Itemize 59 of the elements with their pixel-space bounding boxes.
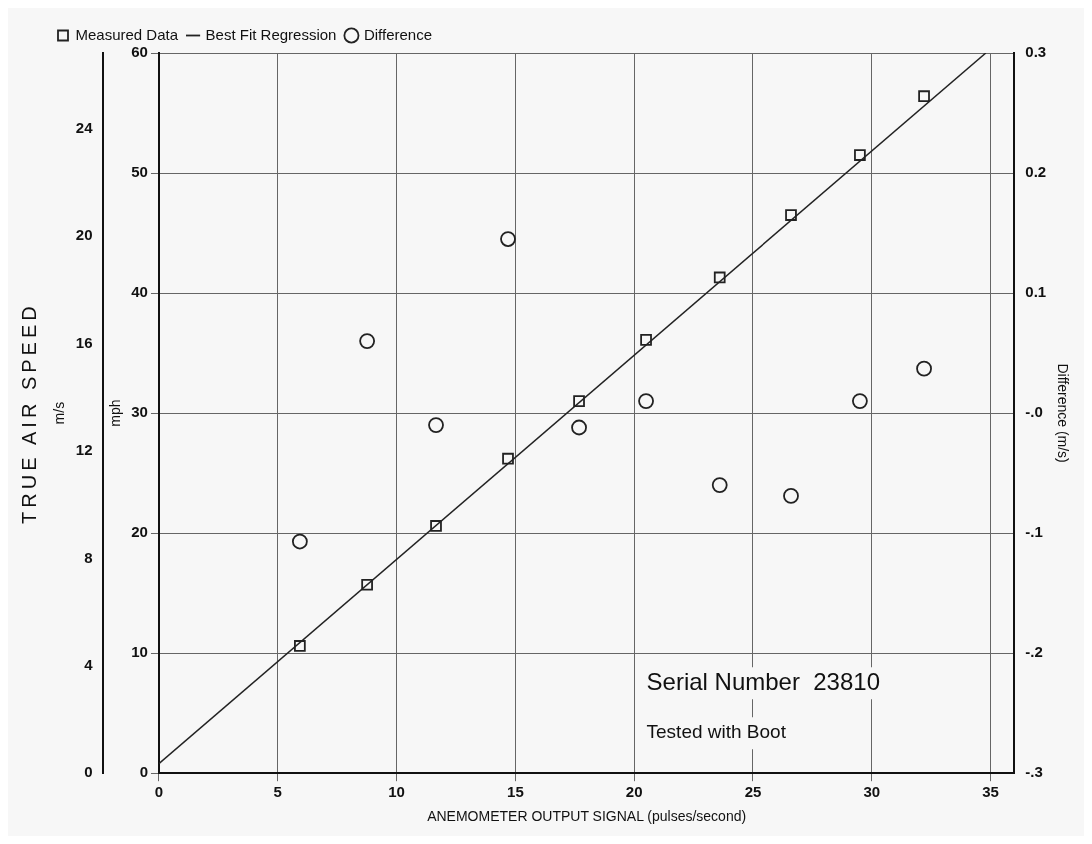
x-tick-label: 35 bbox=[982, 783, 999, 801]
point bbox=[361, 578, 373, 591]
annotation: Tested with Boot bbox=[646, 721, 787, 743]
y2-tick-label: 0.1 bbox=[1025, 283, 1047, 301]
x-tick-label: 15 bbox=[507, 783, 524, 801]
annotation: Serial Number 23810 bbox=[646, 667, 880, 695]
x-axis-title: ANEMOMETER OUTPUT SIGNAL (pulses/second) bbox=[427, 808, 747, 825]
point bbox=[916, 360, 932, 377]
y3-tick-label: 20 bbox=[75, 226, 93, 244]
point bbox=[785, 209, 797, 221]
legend-label: Best Fit Regression bbox=[205, 25, 337, 43]
point bbox=[640, 334, 652, 346]
point bbox=[502, 452, 514, 465]
y-tick-label: 40 bbox=[131, 283, 148, 301]
y3-tick-label: 24 bbox=[75, 118, 94, 136]
x-tick-label: 25 bbox=[744, 783, 762, 801]
y2-tick-label: -.1 bbox=[1025, 523, 1043, 541]
point bbox=[291, 533, 308, 550]
y-tick-label: 0 bbox=[139, 763, 148, 781]
point bbox=[359, 333, 376, 349]
legend-label: Measured Data bbox=[75, 25, 179, 43]
x-tick-label: 20 bbox=[625, 783, 643, 801]
point bbox=[430, 520, 442, 532]
point bbox=[783, 488, 799, 504]
y2-tick-label: -.3 bbox=[1025, 763, 1043, 781]
text: TRUE AIR SPEED bbox=[17, 302, 40, 524]
y2-tick-label: -.2 bbox=[1025, 643, 1043, 661]
point bbox=[573, 395, 585, 407]
y-tick-label: 30 bbox=[131, 403, 148, 421]
y2-tick-label: 0.2 bbox=[1025, 163, 1047, 181]
y3-tick-label: 12 bbox=[75, 441, 93, 459]
point bbox=[294, 640, 306, 652]
point bbox=[918, 90, 930, 103]
x-tick-label: 0 bbox=[154, 783, 164, 801]
point bbox=[852, 393, 868, 409]
y3-axis-title: m/s bbox=[51, 401, 68, 425]
x-tick-label: 10 bbox=[388, 783, 405, 801]
y3-tick-label: 0 bbox=[84, 763, 93, 781]
point bbox=[854, 149, 866, 161]
point bbox=[711, 477, 728, 494]
y3-tick-label: 4 bbox=[84, 655, 94, 673]
y-tick-label: 60 bbox=[131, 43, 148, 61]
y2-axis-title: Difference (m/s) bbox=[1054, 363, 1071, 463]
y3-tick-label: 8 bbox=[84, 548, 93, 566]
y3-tick-label: 16 bbox=[75, 333, 93, 351]
y-tick-label: 10 bbox=[131, 643, 148, 661]
y2-tick-label: -.0 bbox=[1025, 403, 1043, 421]
x-tick-label: 30 bbox=[863, 783, 881, 801]
y-axis-title: mph bbox=[106, 399, 123, 427]
point bbox=[500, 231, 516, 247]
point bbox=[713, 271, 726, 284]
point bbox=[571, 419, 587, 436]
legend-label: Difference bbox=[363, 25, 433, 43]
point bbox=[428, 417, 444, 433]
y2-tick-label: 0.3 bbox=[1025, 43, 1047, 61]
y-tick-label: 50 bbox=[131, 163, 148, 181]
y-tick-label: 20 bbox=[131, 523, 148, 541]
x-tick-label: 5 bbox=[273, 783, 282, 801]
point bbox=[638, 393, 654, 409]
